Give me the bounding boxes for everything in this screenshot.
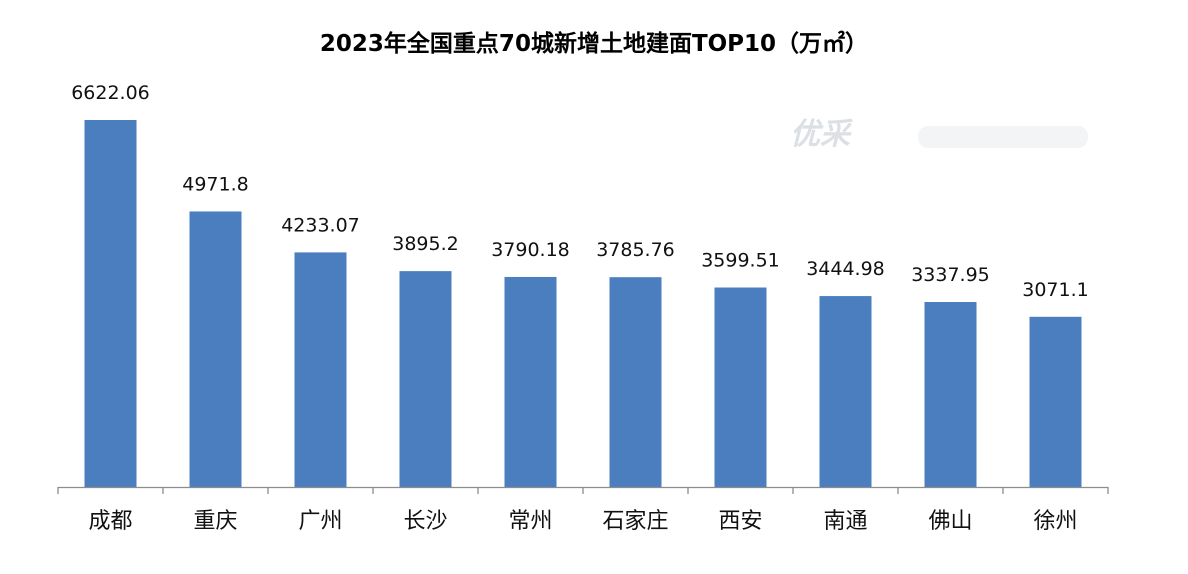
value-label: 3790.18 — [491, 239, 570, 261]
category-label: 西安 — [718, 509, 762, 534]
value-label: 4233.07 — [281, 214, 360, 236]
category-label: 石家庄 — [602, 509, 668, 534]
category-label: 成都 — [88, 509, 132, 534]
category-label: 佛山 — [928, 509, 972, 534]
watermark-logo: 优采 — [790, 117, 854, 152]
category-labels-group: 成都 重庆 广州 长沙 常州 石家庄 西安 南通 佛山 徐州 — [88, 509, 1077, 534]
watermark-smudge — [918, 126, 1088, 148]
x-axis — [57, 486, 1109, 494]
category-label: 长沙 — [403, 509, 447, 534]
value-label: 3337.95 — [911, 264, 990, 286]
value-label: 3444.98 — [806, 258, 885, 280]
bar-长沙 — [399, 271, 452, 487]
bar-成都 — [84, 120, 137, 487]
bars-group — [84, 120, 1082, 487]
category-label: 南通 — [823, 509, 867, 534]
bar-南通 — [819, 296, 872, 487]
chart-title: 2023年全国重点70城新增土地建面TOP10（万㎡） — [320, 30, 868, 57]
category-label: 重庆 — [193, 509, 237, 534]
value-label: 4971.8 — [182, 173, 248, 195]
value-labels-group: 6622.06 4971.8 4233.07 3895.2 3790.18 3785.76… — [71, 82, 1089, 301]
value-label: 3071.1 — [1022, 279, 1088, 301]
bar-重庆 — [189, 211, 242, 487]
value-label: 3599.51 — [701, 250, 780, 272]
bar-佛山 — [924, 302, 977, 487]
bar-常州 — [504, 276, 557, 487]
bar-西安 — [714, 287, 767, 487]
category-label: 广州 — [298, 509, 342, 534]
watermark: 优采 — [790, 117, 1088, 152]
category-label: 徐州 — [1033, 509, 1077, 534]
value-label: 3785.76 — [596, 239, 675, 261]
value-label: 3895.2 — [392, 233, 458, 255]
category-label: 常州 — [508, 509, 552, 534]
value-label: 6622.06 — [71, 82, 150, 104]
bar-广州 — [294, 252, 347, 487]
bar-徐州 — [1029, 316, 1082, 487]
bar-石家庄 — [609, 277, 662, 487]
